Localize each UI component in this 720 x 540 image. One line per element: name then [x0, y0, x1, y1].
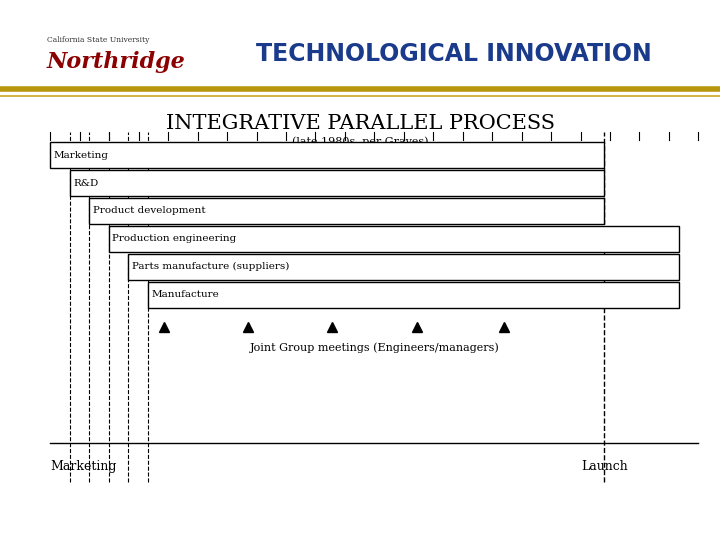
Bar [148, 282, 679, 308]
Text: TECHNOLOGICAL INNOVATION: TECHNOLOGICAL INNOVATION [256, 42, 652, 66]
Text: Launch: Launch [581, 461, 628, 474]
Text: Parts manufacture (suppliers): Parts manufacture (suppliers) [132, 262, 289, 272]
Text: Marketing: Marketing [50, 461, 117, 474]
Bar [89, 198, 604, 224]
Text: Production engineering: Production engineering [112, 234, 237, 244]
Bar [128, 254, 679, 280]
Text: Joint Group meetings (Engineers/managers): Joint Group meetings (Engineers/managers… [250, 342, 499, 353]
Text: INTEGRATIVE PARALLEL PROCESS: INTEGRATIVE PARALLEL PROCESS [166, 114, 554, 133]
Bar [70, 170, 604, 196]
Text: Marketing: Marketing [54, 151, 109, 160]
Bar [50, 143, 604, 168]
Text: R&D: R&D [73, 179, 99, 187]
Text: Northridge: Northridge [47, 51, 186, 73]
Text: California State University: California State University [47, 37, 149, 44]
Bar [109, 226, 679, 252]
Text: (late 1980s, per Graves): (late 1980s, per Graves) [292, 136, 428, 147]
Text: Manufacture: Manufacture [151, 290, 219, 299]
Text: Product development: Product development [93, 206, 205, 215]
